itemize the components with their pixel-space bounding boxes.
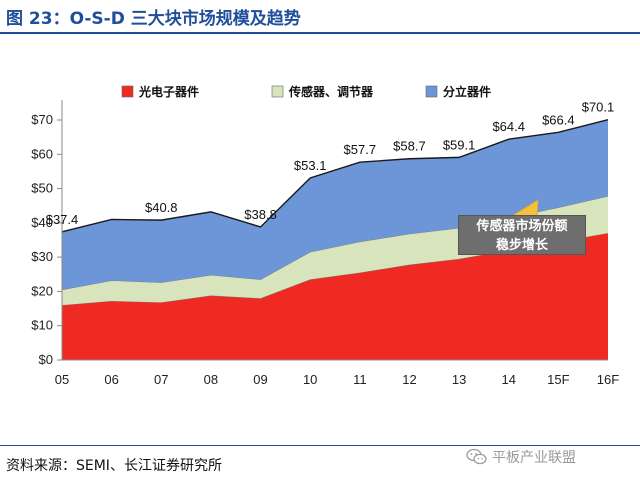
total-value-label: $57.7 xyxy=(344,142,377,157)
total-value-label: $40.8 xyxy=(145,200,178,215)
title-rule xyxy=(0,32,640,34)
y-tick-label: $50 xyxy=(31,181,53,196)
total-value-label: $37.4 xyxy=(46,212,79,227)
footer-rule xyxy=(0,445,640,446)
legend-swatch-3 xyxy=(425,85,438,98)
x-tick-label: 11 xyxy=(353,372,367,387)
x-tick-label: 12 xyxy=(402,372,416,387)
x-tick-label: 14 xyxy=(501,372,515,387)
series-area-2 xyxy=(62,196,608,306)
x-tick-label: 10 xyxy=(303,372,317,387)
callout-box: 传感器市场份额 稳步增长 xyxy=(458,215,586,255)
area-chart: $0 $10 $20 $30 $40 $50 $60 $70 05 06 07 08 09 10 11 12 1… xyxy=(31,84,619,387)
x-tick-label: 08 xyxy=(204,372,218,387)
y-tick-label: $0 xyxy=(39,352,53,367)
series-edge-3 xyxy=(61,118,609,233)
value-labels: $37.4 $40.8 $38.8 $53.1 $57.7 $58.7 $59.1 $64.4… xyxy=(46,100,615,227)
legend-label-2: 传感器、调节器 xyxy=(288,84,374,99)
chart-frame: $0 $10 $20 $30 $40 $50 $60 $70 05 06 07 08 09 10 11 12 1… xyxy=(0,40,640,440)
legend-swatch-1 xyxy=(121,85,134,98)
total-value-label: $58.7 xyxy=(393,139,426,154)
x-tick-label: 09 xyxy=(253,372,267,387)
figure-title: 图 23：O-S-D 三大块市场规模及趋势 xyxy=(6,9,301,29)
total-value-label: $53.1 xyxy=(294,158,327,173)
callout-line-2: 稳步增长 xyxy=(495,238,548,253)
y-tick-label: $60 xyxy=(31,146,53,161)
total-value-label: $38.8 xyxy=(244,207,277,222)
x-tick-label: 06 xyxy=(104,372,118,387)
total-value-label: $64.4 xyxy=(492,119,525,134)
wechat-icon xyxy=(466,448,487,465)
callout-line-1: 传感器市场份额 xyxy=(476,219,568,234)
series-area-3 xyxy=(62,119,608,290)
watermark: 平板产业联盟 xyxy=(466,447,576,467)
x-tick-label: 07 xyxy=(154,372,168,387)
x-tick-label: 16F xyxy=(597,372,619,387)
y-tick-label: $20 xyxy=(31,283,53,298)
legend: 光电子器件 传感器、调节器 分立器件 xyxy=(121,84,491,99)
stacked-areas xyxy=(61,118,609,360)
y-tick-label: $70 xyxy=(31,112,53,127)
x-tick-label: 13 xyxy=(452,372,466,387)
y-tick-label: $30 xyxy=(31,249,53,264)
legend-swatch-2 xyxy=(271,85,284,98)
total-value-label: $59.1 xyxy=(443,137,476,152)
source-note: 资料来源：SEMI、长江证券研究所 xyxy=(6,458,222,474)
series-area-1 xyxy=(62,233,608,360)
legend-label-1: 光电子器件 xyxy=(138,84,199,99)
legend-label-3: 分立器件 xyxy=(443,84,491,99)
watermark-text: 平板产业联盟 xyxy=(492,450,576,466)
y-tick-label: $40 xyxy=(31,215,53,230)
total-value-label: $66.4 xyxy=(542,112,575,127)
x-tick-label: 15F xyxy=(547,372,569,387)
total-value-label: $70.1 xyxy=(582,100,615,115)
axes: $0 $10 $20 $30 $40 $50 $60 $70 05 06 07 08 09 10 11 12 1… xyxy=(31,100,619,387)
x-tick-label: 05 xyxy=(55,372,69,387)
y-tick-label: $10 xyxy=(31,318,53,333)
